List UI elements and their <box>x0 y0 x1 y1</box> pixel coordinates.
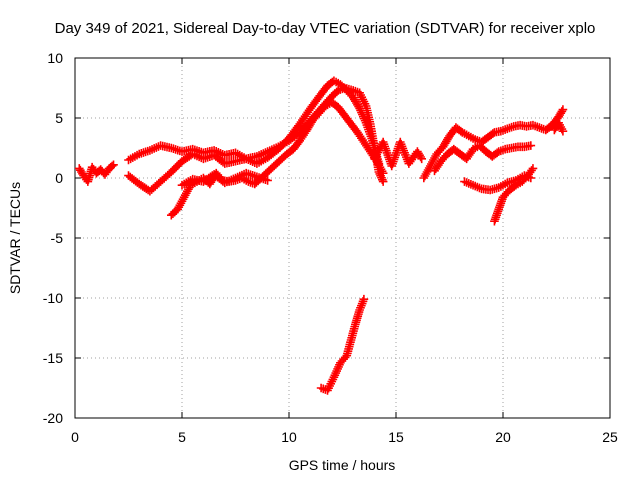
data-point <box>109 160 118 170</box>
series-arc-k <box>316 294 369 395</box>
series-arc-g <box>430 141 536 176</box>
x-tick-label: 10 <box>281 429 297 445</box>
series-arc-f <box>419 105 568 183</box>
y-tick-label: -5 <box>51 230 64 246</box>
data-point <box>107 161 117 171</box>
y-tick-label: -20 <box>43 410 63 426</box>
data-point <box>263 176 272 185</box>
data-point <box>417 154 426 164</box>
y-tick-label: 0 <box>55 170 63 186</box>
tick-layer: 0 5 10 15 20 25 -20 -15 -10 -5 0 5 10 <box>43 50 618 445</box>
data-point <box>378 168 388 178</box>
series-arc-c <box>167 98 388 220</box>
data-point <box>528 164 538 173</box>
x-tick-label: 20 <box>495 429 511 445</box>
data-point <box>359 294 369 304</box>
y-tick-label: -15 <box>43 350 63 366</box>
x-tick-label: 15 <box>388 429 404 445</box>
series-arc-j <box>550 118 568 136</box>
series-arc-d <box>177 168 272 190</box>
series-arc-a <box>124 83 388 186</box>
y-axis-label: SDTVAR / TECUs <box>7 182 23 294</box>
y-tick-label: 5 <box>55 110 63 126</box>
data-point <box>558 126 568 136</box>
x-tick-label: 0 <box>71 429 79 445</box>
x-tick-label: 5 <box>178 429 186 445</box>
y-tick-label: -10 <box>43 290 63 306</box>
x-axis-label: GPS time / hours <box>289 457 396 473</box>
data-point <box>558 105 568 114</box>
series-arc-early <box>74 160 118 186</box>
data-point <box>378 177 388 186</box>
chart-title: Day 349 of 2021, Sidereal Day-to-day VTE… <box>55 20 596 37</box>
series-arc-e <box>370 137 426 171</box>
data-marks <box>74 76 568 395</box>
y-tick-label: 10 <box>47 50 63 66</box>
series-arc-i <box>490 164 538 226</box>
x-tick-label: 25 <box>602 429 618 445</box>
data-point <box>526 141 536 150</box>
grid-layer <box>75 58 610 418</box>
